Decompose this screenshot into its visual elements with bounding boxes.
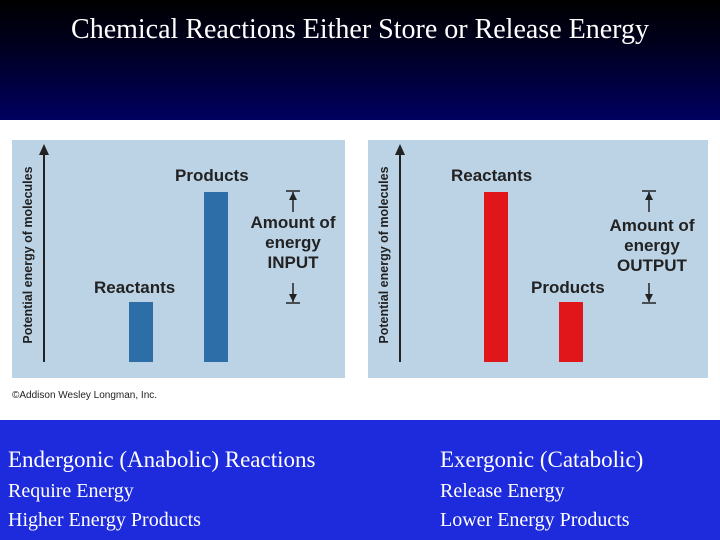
endergonic-diagram: Potential energy of molecules Products R…	[12, 140, 345, 378]
energy-note-line: energy	[265, 233, 321, 252]
products-bar	[559, 302, 583, 362]
title-band: Chemical Reactions Either Store or Relea…	[0, 0, 720, 120]
y-axis-arrowhead	[395, 144, 405, 155]
y-axis-label: Potential energy of molecules	[377, 166, 391, 344]
slide-title: Chemical Reactions Either Store or Relea…	[71, 14, 649, 45]
y-axis-arrowhead	[39, 144, 49, 155]
exergonic-diagram: Potential energy of molecules Reactants …	[368, 140, 708, 378]
y-axis-label: Potential energy of molecules	[21, 166, 35, 344]
energy-arrow-down-head	[289, 294, 297, 302]
reactants-label: Reactants	[451, 166, 533, 185]
products-bar	[204, 192, 228, 362]
energy-arrow-down-head	[645, 294, 653, 302]
energy-arrow-up-head	[645, 192, 653, 200]
energy-note-line: energy	[624, 236, 680, 255]
energy-note-line: INPUT	[267, 253, 319, 272]
energy-note-line: Amount of	[609, 216, 695, 235]
energy-note-line: Amount of	[250, 213, 336, 232]
products-label: Products	[175, 166, 249, 185]
reactants-label: Reactants	[94, 278, 176, 297]
copyright-notice: ©Addison Wesley Longman, Inc.	[12, 390, 158, 401]
exergonic-diagram-graphics	[395, 144, 656, 362]
exergonic-line-1: Release Energy	[440, 480, 565, 502]
energy-output-note: Amount of energy OUTPUT	[597, 216, 707, 276]
products-label: Products	[531, 278, 605, 297]
endergonic-line-2: Higher Energy Products	[8, 509, 201, 531]
energy-arrow-up-head	[289, 192, 297, 200]
exergonic-heading: Exergonic (Catabolic)	[440, 447, 644, 472]
reactants-bar	[484, 192, 508, 362]
exergonic-line-2: Lower Energy Products	[440, 509, 630, 531]
footer-band: Endergonic (Anabolic) Reactions Require …	[0, 420, 720, 540]
energy-note-line: OUTPUT	[617, 256, 687, 275]
figure-area: Potential energy of molecules Products R…	[0, 120, 720, 420]
reactants-bar	[129, 302, 153, 362]
energy-input-note: Amount of energy INPUT	[241, 213, 345, 273]
endergonic-line-1: Require Energy	[8, 480, 134, 502]
endergonic-heading: Endergonic (Anabolic) Reactions	[8, 447, 316, 472]
endergonic-diagram-graphics	[39, 144, 300, 362]
